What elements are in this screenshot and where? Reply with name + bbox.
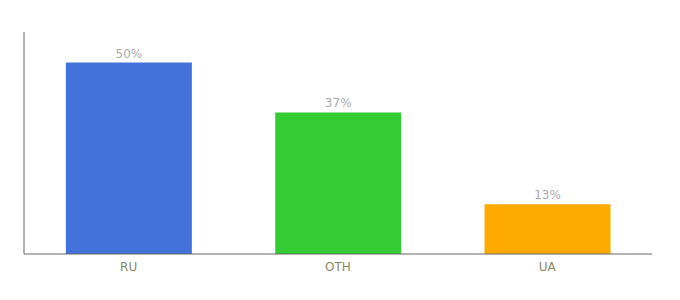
svg-text:UA: UA [539, 260, 557, 274]
svg-text:50%: 50% [116, 47, 143, 61]
svg-text:37%: 37% [325, 96, 352, 110]
svg-text:OTH: OTH [325, 260, 351, 274]
svg-text:13%: 13% [534, 188, 561, 202]
svg-text:RU: RU [120, 260, 137, 274]
